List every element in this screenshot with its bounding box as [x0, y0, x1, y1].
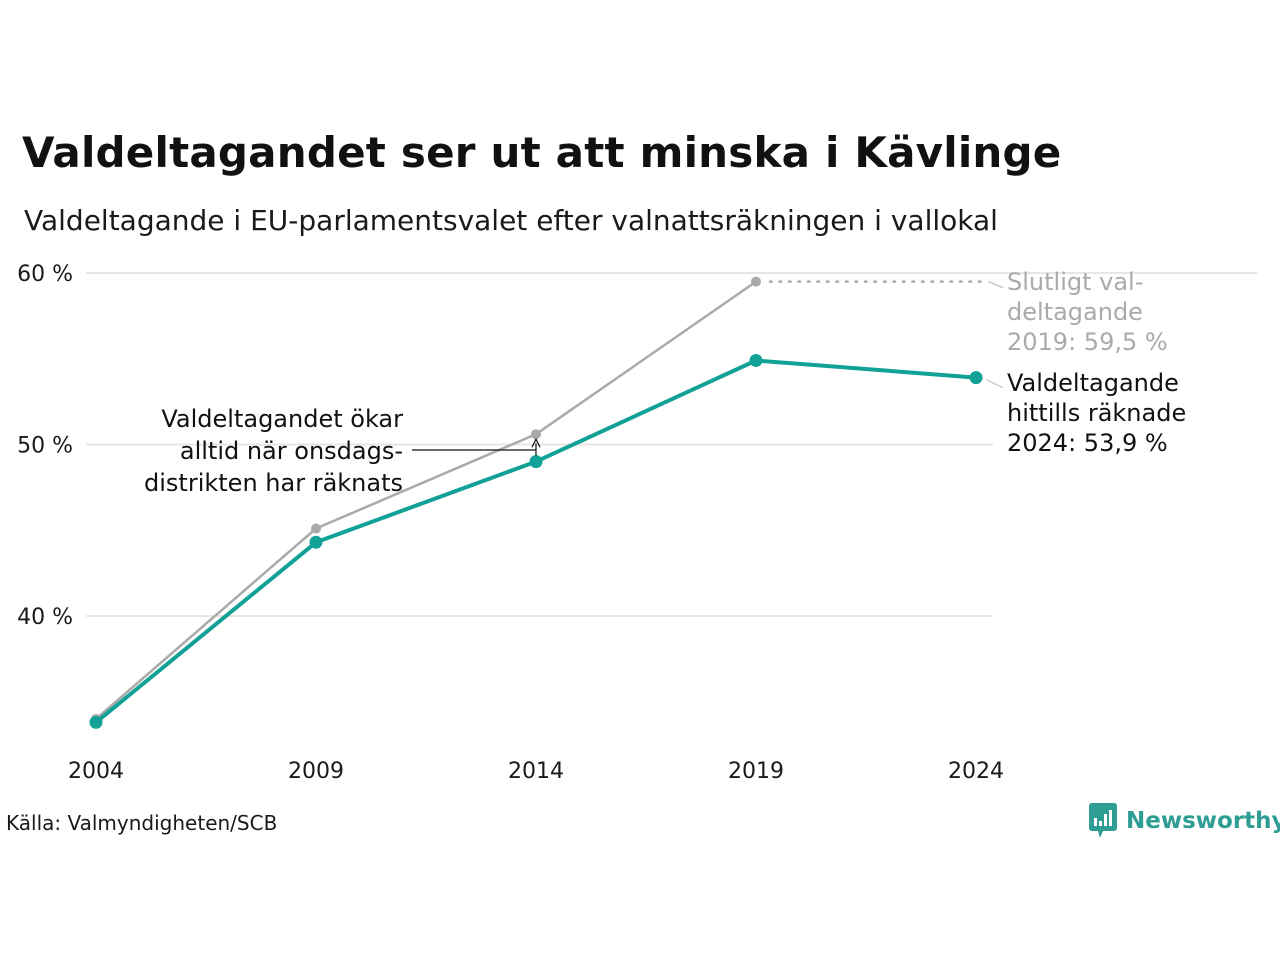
data-point-final: [311, 523, 321, 534]
chart-subtitle: Valdeltagande i EU-parlamentsvalet efter…: [24, 204, 998, 237]
x-axis: 2004 2009 2014 2019 2024: [68, 759, 1004, 784]
y-tick-label: 50 %: [17, 434, 73, 459]
label-connector: [985, 379, 1004, 389]
x-tick-label: 2014: [508, 759, 564, 784]
y-axis: 40 % 50 % 60 %: [17, 262, 73, 630]
brand-logo: Newsworthy: [1088, 802, 1280, 840]
final-turnout-label: deltagande: [1007, 298, 1143, 326]
data-point-final: [751, 276, 761, 287]
final-turnout-label: 2019: 59,5 %: [1007, 328, 1168, 356]
bar-chart-speech-bubble-icon: [1089, 803, 1117, 838]
y-tick-label: 40 %: [17, 605, 73, 630]
gap-arrowhead: [531, 437, 541, 448]
grid: [86, 272, 1257, 617]
data-point-election_night: [969, 371, 983, 385]
data-point-final: [531, 429, 541, 440]
brand-name: Newsworthy: [1126, 808, 1280, 834]
x-tick-label: 2024: [948, 759, 1004, 784]
gap-note: alltid när onsdags-: [180, 437, 403, 465]
gap-note: distrikten har räknats: [144, 469, 403, 497]
series-line-final: [94, 280, 758, 721]
current-turnout-label: hittills räknade: [1007, 399, 1186, 427]
gap-note: Valdeltagandet ökar: [161, 405, 403, 433]
x-tick-label: 2004: [68, 759, 124, 784]
y-tick-label: 60 %: [17, 262, 73, 287]
x-tick-label: 2019: [728, 759, 784, 784]
current-turnout-label: Valdeltagande: [1007, 369, 1179, 397]
source-note: Källa: Valmyndigheten/SCB: [6, 811, 278, 835]
data-point-election_night: [89, 715, 103, 729]
x-tick-label: 2009: [288, 759, 344, 784]
series: [89, 276, 983, 729]
data-point-election_night: [529, 455, 543, 469]
current-turnout-label: 2024: 53,9 %: [1007, 429, 1168, 457]
data-point-election_night: [749, 353, 763, 367]
data-point-election_night: [309, 535, 323, 549]
final-turnout-label: Slutligt val-: [1007, 268, 1143, 296]
label-connector: [987, 281, 1004, 289]
chart-title: Valdeltagandet ser ut att minska i Kävli…: [22, 128, 1062, 177]
